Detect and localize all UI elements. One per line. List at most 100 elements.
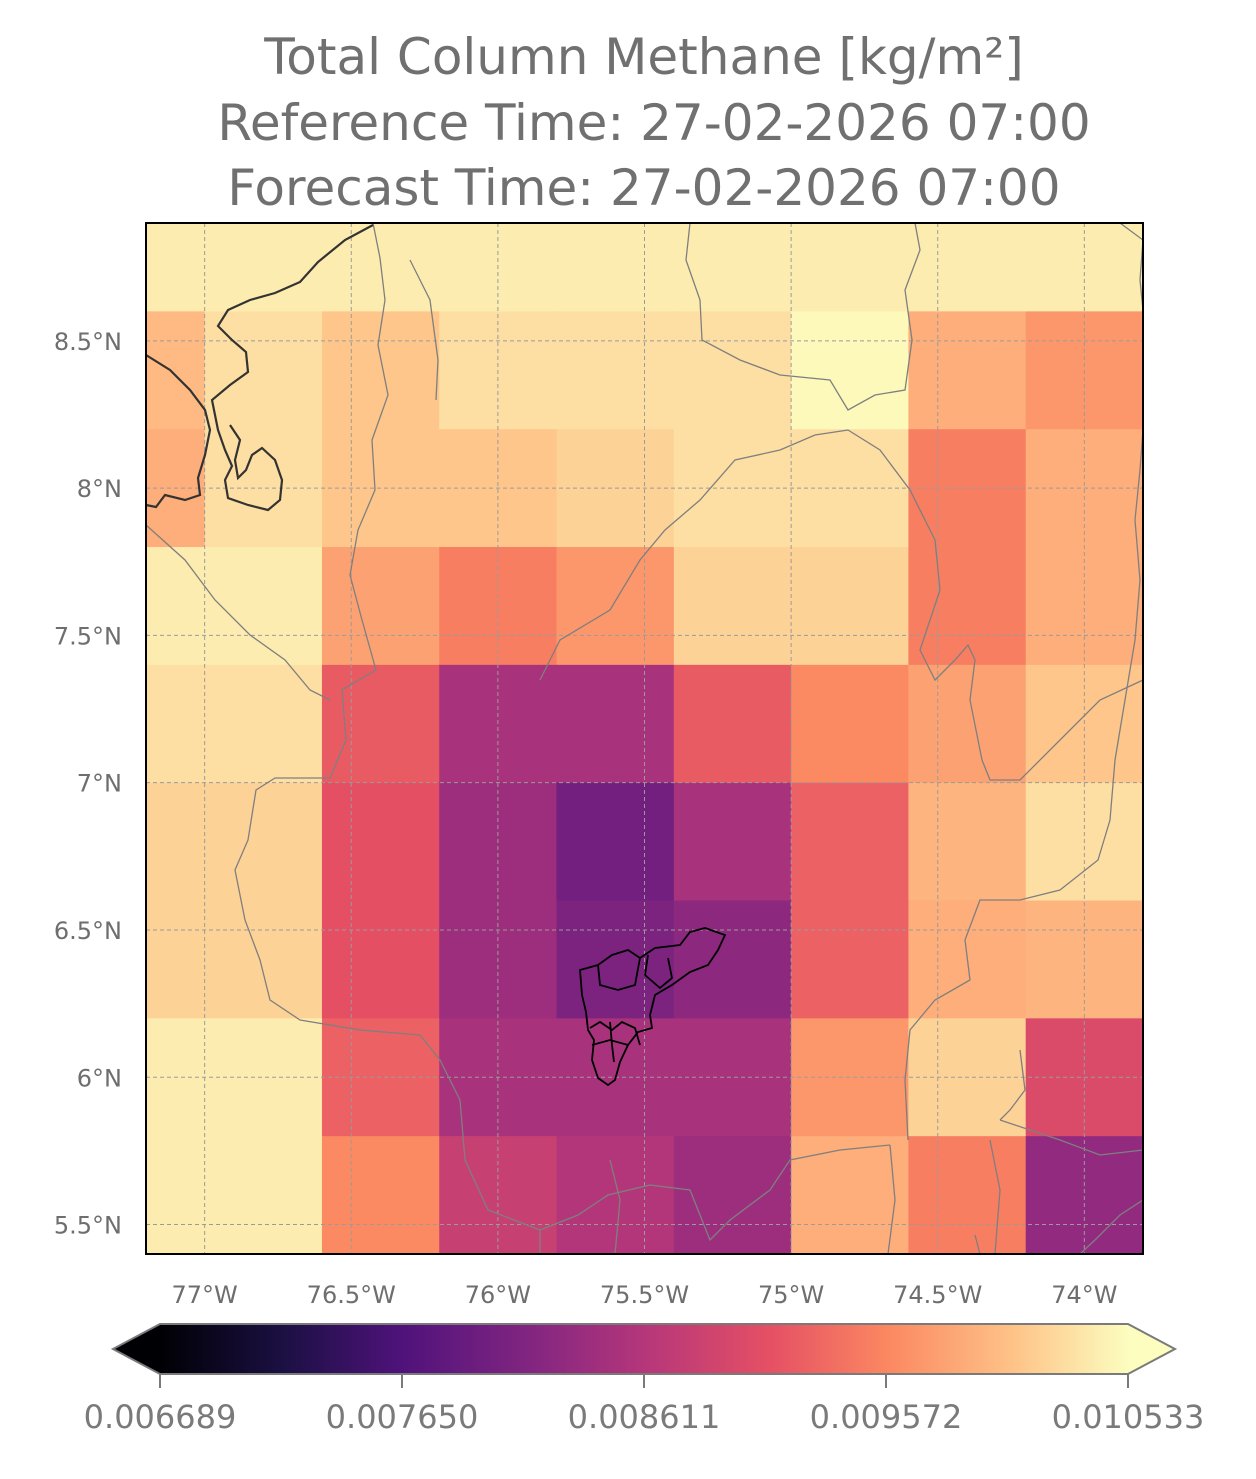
grid-cell — [1025, 547, 1143, 666]
grid-cell — [146, 1136, 206, 1254]
grid-cell — [556, 900, 675, 1019]
longitude-tick-label: 75°W — [758, 1281, 824, 1309]
grid-cell — [146, 782, 206, 902]
admin-border-line — [974, 1234, 981, 1254]
grid-cell — [321, 664, 440, 784]
grid-cell — [556, 311, 675, 430]
grid-cell — [908, 1136, 1027, 1254]
grid-cell — [673, 547, 792, 666]
map-title-line-3: Forecast Time: 27-02-2026 07:00 — [227, 159, 1060, 217]
grid-cell — [556, 782, 675, 902]
grid-cell — [673, 1018, 792, 1137]
colorbar-tick-label: 0.010533 — [1052, 1398, 1205, 1436]
coastline-line — [210, 224, 374, 512]
colorbar-gradient — [160, 1324, 1128, 1374]
region-outline — [589, 1020, 641, 1046]
grid-cell — [321, 311, 440, 430]
colorbar-tick-label: 0.007650 — [326, 1398, 479, 1436]
latitude-tick-label: 8.5°N — [54, 328, 122, 356]
admin-border-line — [685, 223, 921, 411]
coastline-line — [146, 354, 212, 509]
grid-cell — [321, 547, 440, 666]
admin-borders — [146, 223, 1143, 1254]
admin-border-line — [146, 524, 331, 701]
colorbar-extend-max — [1128, 1324, 1175, 1374]
latitude-tick-label: 5.5°N — [54, 1212, 122, 1240]
grid-cell — [791, 547, 910, 666]
grid-cell — [204, 547, 323, 666]
grid-cell — [204, 1136, 323, 1254]
latitude-tick-label: 6.5°N — [54, 917, 122, 945]
colorbar-tick-label: 0.008611 — [568, 1398, 721, 1436]
map-title-line-2: Reference Time: 27-02-2026 07:00 — [217, 94, 1090, 152]
colorbar-ticks: 0.006689 0.007650 0.008611 0.009572 0.010533 — [84, 1374, 1205, 1436]
admin-border-line — [999, 1049, 1026, 1121]
latitude-tick-label: 7.5°N — [54, 622, 122, 650]
map-area — [146, 223, 1143, 1254]
admin-border-line — [999, 1119, 1143, 1156]
grid-cell — [556, 223, 675, 312]
admin-border-line — [234, 223, 891, 1242]
grid-cell — [673, 311, 792, 430]
grid-cell — [204, 782, 323, 902]
grid-cell — [321, 1136, 440, 1254]
grid-cell — [204, 429, 323, 548]
grid-cell — [908, 547, 1027, 666]
admin-border-line — [887, 1144, 896, 1254]
admin-border-line — [609, 1159, 621, 1254]
region-outline — [644, 954, 673, 990]
longitude-tick-label: 75.5°W — [600, 1281, 689, 1309]
grid-cell — [204, 900, 323, 1019]
grid-cell — [673, 223, 792, 312]
map-frame — [145, 222, 1144, 1255]
grid-cell — [146, 311, 206, 430]
admin-border-line — [539, 429, 1143, 781]
grid-cell — [556, 1136, 675, 1254]
admin-border-line — [1079, 1199, 1143, 1254]
grid-cell — [673, 782, 792, 902]
colorbar-tick-label: 0.009572 — [810, 1398, 963, 1436]
grid-cell — [791, 664, 910, 784]
grid-cell — [204, 664, 323, 784]
grid-cell — [556, 547, 675, 666]
grid-cell — [908, 311, 1027, 430]
region-outline — [609, 1021, 615, 1063]
grid-cell — [321, 900, 440, 1019]
grid-cell — [146, 223, 206, 312]
grid-cell — [439, 547, 558, 666]
colorbar: 0.006689 0.007650 0.008611 0.009572 0.010533 — [84, 1323, 1205, 1436]
grid-cell — [204, 1018, 323, 1137]
longitude-tick-label: 76.5°W — [307, 1281, 396, 1309]
colorbar-extend-min — [113, 1324, 160, 1374]
grid-cell — [791, 311, 910, 430]
map-title-line-1: Total Column Methane [kg/m²] — [263, 28, 1024, 86]
grid-cell — [791, 900, 910, 1019]
map-gridlines — [146, 223, 1143, 1254]
grid-cell — [673, 429, 792, 548]
colorbar-tick-label: 0.006689 — [84, 1398, 237, 1436]
longitude-tick-labels: 77°W 76.5°W 76°W 75.5°W 75°W 74.5°W 74°W — [172, 1281, 1118, 1309]
latitude-tick-label: 6°N — [77, 1064, 122, 1092]
grid-cell — [673, 1136, 792, 1254]
coastline — [146, 224, 374, 512]
longitude-tick-label: 77°W — [172, 1281, 238, 1309]
admin-border-line — [409, 259, 439, 401]
latitude-tick-label: 7°N — [77, 770, 122, 798]
region-outline — [597, 957, 641, 991]
longitude-tick-label: 74°W — [1051, 1281, 1117, 1309]
highlighted-region-outline — [579, 927, 727, 1087]
grid-cell — [146, 547, 206, 666]
region-outline — [591, 1039, 629, 1046]
grid-cell — [1025, 1136, 1143, 1254]
latitude-tick-label: 8°N — [77, 475, 122, 503]
grid-cell — [791, 223, 910, 312]
admin-border-line — [989, 1139, 1001, 1254]
grid-cell — [673, 664, 792, 784]
grid-cell — [908, 664, 1027, 784]
admin-border-line — [1119, 223, 1143, 311]
grid-cell — [146, 664, 206, 784]
grid-cell — [791, 782, 910, 902]
grid-cell — [556, 664, 675, 784]
grid-cell — [908, 223, 1027, 312]
